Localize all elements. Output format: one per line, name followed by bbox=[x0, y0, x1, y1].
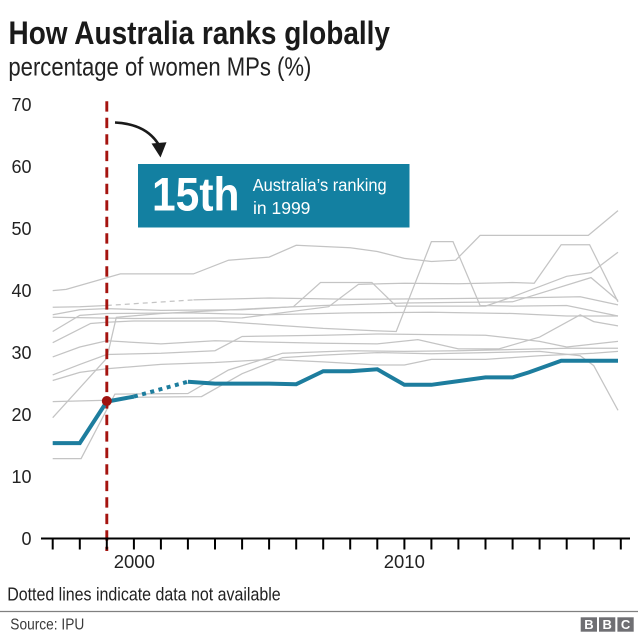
svg-text:C: C bbox=[621, 617, 631, 632]
svg-text:10: 10 bbox=[11, 467, 31, 487]
svg-text:B: B bbox=[584, 617, 593, 632]
svg-text:0: 0 bbox=[21, 529, 31, 549]
svg-text:percentage of women MPs (%): percentage of women MPs (%) bbox=[8, 52, 311, 82]
svg-text:Dotted lines indicate data not: Dotted lines indicate data not available bbox=[7, 584, 281, 605]
svg-text:2010: 2010 bbox=[384, 551, 425, 572]
svg-text:15th: 15th bbox=[152, 168, 240, 221]
svg-text:How Australia ranks globally: How Australia ranks globally bbox=[9, 15, 391, 51]
svg-text:70: 70 bbox=[11, 95, 31, 115]
svg-text:40: 40 bbox=[11, 281, 31, 301]
svg-text:30: 30 bbox=[11, 343, 31, 363]
svg-text:Australia’s ranking: Australia’s ranking bbox=[253, 175, 387, 195]
svg-text:Source: IPU: Source: IPU bbox=[10, 617, 84, 634]
svg-text:B: B bbox=[603, 617, 612, 632]
svg-text:20: 20 bbox=[11, 405, 31, 425]
svg-text:2000: 2000 bbox=[114, 551, 155, 572]
svg-text:50: 50 bbox=[11, 219, 31, 239]
svg-text:in 1999: in 1999 bbox=[253, 198, 310, 218]
svg-text:60: 60 bbox=[11, 157, 31, 177]
